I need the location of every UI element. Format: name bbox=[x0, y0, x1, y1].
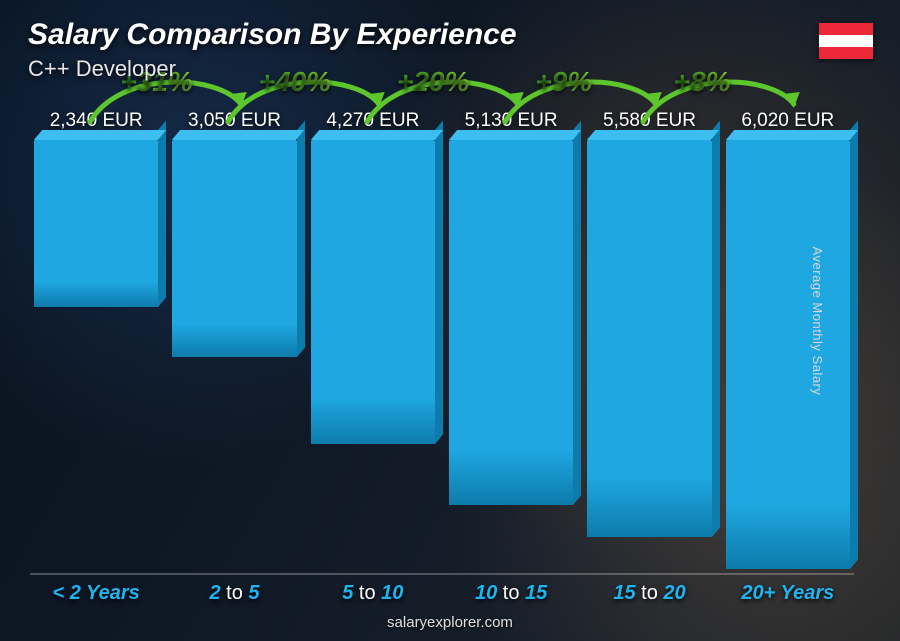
category-suffix: 20 bbox=[663, 582, 685, 604]
bar-slot: 5,580 EUR15 to 20 bbox=[587, 110, 711, 573]
percent-increase-badge: +8% bbox=[674, 66, 731, 98]
category-prefix: 15 bbox=[613, 582, 635, 604]
flag-stripe-top bbox=[819, 23, 873, 35]
category-mid: to bbox=[636, 582, 664, 604]
category-prefix: 20+ bbox=[741, 582, 775, 604]
category-prefix: 10 bbox=[475, 582, 497, 604]
flag-stripe-middle bbox=[819, 35, 873, 47]
austria-flag-icon bbox=[818, 22, 874, 60]
category-mid: to bbox=[497, 582, 525, 604]
category-mid: to bbox=[353, 582, 381, 604]
chart-baseline bbox=[30, 573, 854, 575]
bar bbox=[449, 140, 573, 505]
percent-increase-badge: +9% bbox=[535, 66, 592, 98]
chart-subtitle: C++ Developer bbox=[28, 56, 517, 82]
category-label: 20+ Years bbox=[726, 582, 850, 605]
bar bbox=[172, 140, 296, 357]
bar bbox=[311, 140, 435, 444]
y-axis-label: Average Monthly Salary bbox=[810, 246, 825, 395]
category-label: 2 to 5 bbox=[172, 582, 296, 605]
category-label: < 2 Years bbox=[34, 582, 158, 605]
bar-slot: 3,050 EUR2 to 5 bbox=[172, 110, 296, 573]
bar bbox=[587, 140, 711, 537]
bar bbox=[726, 140, 850, 569]
category-label: 5 to 10 bbox=[311, 582, 435, 605]
header: Salary Comparison By Experience C++ Deve… bbox=[28, 18, 517, 82]
bar bbox=[34, 140, 158, 307]
category-suffix: 15 bbox=[525, 582, 547, 604]
bar-chart: 2,340 EUR< 2 Years3,050 EUR2 to 54,270 E… bbox=[34, 110, 850, 573]
bar-slot: 5,130 EUR10 to 15 bbox=[449, 110, 573, 573]
category-suffix: 5 bbox=[248, 582, 259, 604]
category-prefix: 2 bbox=[209, 582, 220, 604]
chart-title: Salary Comparison By Experience bbox=[28, 18, 517, 52]
category-label: 10 to 15 bbox=[449, 582, 573, 605]
category-label: 15 to 20 bbox=[587, 582, 711, 605]
category-suffix: Years bbox=[775, 582, 834, 604]
footer-attribution: salaryexplorer.com bbox=[0, 614, 900, 631]
category-mid: to bbox=[221, 582, 249, 604]
flag-stripe-bottom bbox=[819, 47, 873, 59]
category-suffix: 10 bbox=[381, 582, 403, 604]
bar-slot: 2,340 EUR< 2 Years bbox=[34, 110, 158, 573]
category-prefix: < 2 bbox=[53, 582, 81, 604]
bar-slot: 6,020 EUR20+ Years bbox=[726, 110, 850, 573]
bar-slot: 4,270 EUR5 to 10 bbox=[311, 110, 435, 573]
category-suffix: Years bbox=[81, 582, 140, 604]
category-prefix: 5 bbox=[342, 582, 353, 604]
